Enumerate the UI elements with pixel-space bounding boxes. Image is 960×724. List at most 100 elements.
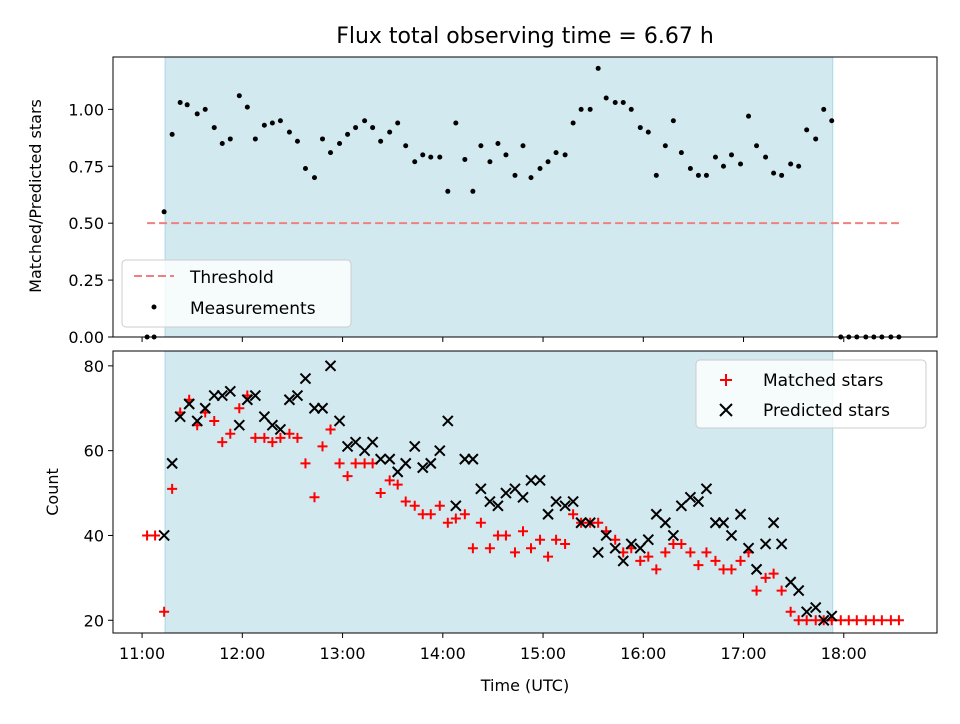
measurement-point — [712, 154, 718, 160]
measurement-point — [328, 150, 334, 156]
matched-star-point — [560, 538, 571, 549]
measurement-point — [703, 172, 709, 178]
bottom-ytick-label: 80 — [84, 357, 104, 376]
predicted-star-point — [617, 555, 629, 567]
matched-star-point — [267, 437, 278, 448]
measurement-point — [738, 161, 744, 167]
measurement-point — [320, 136, 326, 142]
measurement-point — [378, 138, 384, 144]
matched-star-point — [375, 488, 386, 499]
matched-star-point — [651, 564, 662, 575]
measurement-point — [612, 100, 618, 106]
predicted-star-point — [559, 500, 571, 512]
matched-star-point — [400, 496, 411, 507]
matched-star-point — [509, 547, 520, 558]
predicted-star-point — [734, 508, 747, 520]
matched-star-point — [517, 526, 528, 537]
measurement-point — [695, 172, 701, 178]
measurement-point — [788, 161, 794, 167]
predicted-star-point — [517, 491, 529, 504]
matched-star-point — [593, 517, 604, 528]
predicted-star-point — [249, 389, 262, 402]
matched-star-point — [234, 403, 245, 414]
bottom-legend: Matched stars Predicted stars — [695, 359, 927, 429]
top-legend: Threshold Measurements — [121, 259, 352, 328]
matched-star-point — [325, 424, 336, 435]
measurement-point — [678, 150, 684, 156]
matched-star-point — [500, 530, 511, 541]
measurement-point — [763, 154, 769, 160]
matched-legend-marker — [720, 374, 732, 386]
predicted-star-point — [525, 474, 537, 487]
predicted-star-point — [667, 529, 680, 542]
measurement-point — [184, 102, 190, 108]
bottom-legend-frame — [695, 359, 927, 429]
measurement-point — [520, 143, 526, 149]
measurement-point — [528, 175, 534, 181]
predicted-star-point — [183, 398, 195, 410]
measurement-point — [628, 106, 634, 112]
matched-star-point — [350, 458, 361, 469]
measurement-point — [821, 106, 827, 112]
bottom-xtick-label: 11:00 — [119, 644, 165, 663]
measurement-point — [771, 170, 777, 176]
measurement-point — [578, 106, 584, 112]
predicted-star-point — [434, 444, 446, 457]
predicted-star-point — [659, 517, 672, 529]
measurement-point — [829, 118, 835, 124]
top-ylabel: Matched/Predicted stars — [26, 99, 45, 293]
measurement-point — [553, 150, 559, 156]
predicted-star-point — [241, 394, 254, 406]
matched-star-point — [543, 551, 554, 562]
matched-star-point — [425, 509, 436, 520]
measurement-point — [603, 95, 609, 101]
matched-star-point — [568, 509, 579, 520]
measurement-point — [487, 159, 493, 165]
measurement-point — [503, 152, 509, 158]
predicted-star-point — [400, 457, 412, 470]
predicted-star-point — [759, 538, 772, 550]
matched-star-point — [150, 530, 161, 541]
matched-star-point — [217, 437, 228, 448]
bottom-xtick-label: 12:00 — [219, 644, 265, 663]
predicted-star-point — [818, 614, 830, 626]
measurement-point — [662, 143, 668, 149]
measurement-point — [645, 129, 651, 135]
predicted-star-point — [475, 483, 487, 495]
measurement-point — [587, 106, 593, 112]
matched-star-point — [475, 517, 486, 528]
matched-star-point — [384, 475, 395, 486]
predicted-star-point — [341, 440, 354, 453]
measurement-point — [269, 120, 275, 126]
measurement-point — [813, 136, 819, 142]
matched-star-point — [434, 500, 445, 511]
measurement-point — [294, 138, 300, 144]
measurement-point — [244, 104, 250, 110]
measurement-point — [687, 166, 693, 172]
predicted-star-point — [216, 389, 228, 402]
predicted-star-point — [266, 419, 279, 431]
predicted-star-point — [567, 495, 579, 508]
top-ytick-label: 0.75 — [68, 157, 104, 176]
matched-star-point — [785, 606, 796, 617]
matched-star-point — [159, 606, 170, 617]
predicted-legend-marker — [719, 403, 733, 417]
matched-star-point — [467, 543, 478, 554]
matched-star-point — [334, 458, 345, 469]
measurement-point — [428, 154, 434, 160]
measurement-point — [720, 163, 726, 169]
measurement-point — [311, 175, 317, 181]
measurement-point — [462, 156, 468, 162]
predicted-star-point — [484, 495, 496, 508]
measurement-point — [403, 143, 409, 149]
predicted-star-point — [575, 517, 587, 529]
measurement-point — [219, 141, 225, 147]
legend-measurements-label: Measurements — [190, 299, 316, 319]
matched-star-point — [760, 572, 771, 583]
predicted-star-point — [166, 457, 178, 470]
measurements-legend-marker — [151, 304, 157, 310]
predicted-star-point — [642, 533, 655, 546]
matched-star-point — [317, 441, 328, 452]
matched-star-point — [660, 547, 671, 558]
measurement-point — [445, 188, 451, 194]
